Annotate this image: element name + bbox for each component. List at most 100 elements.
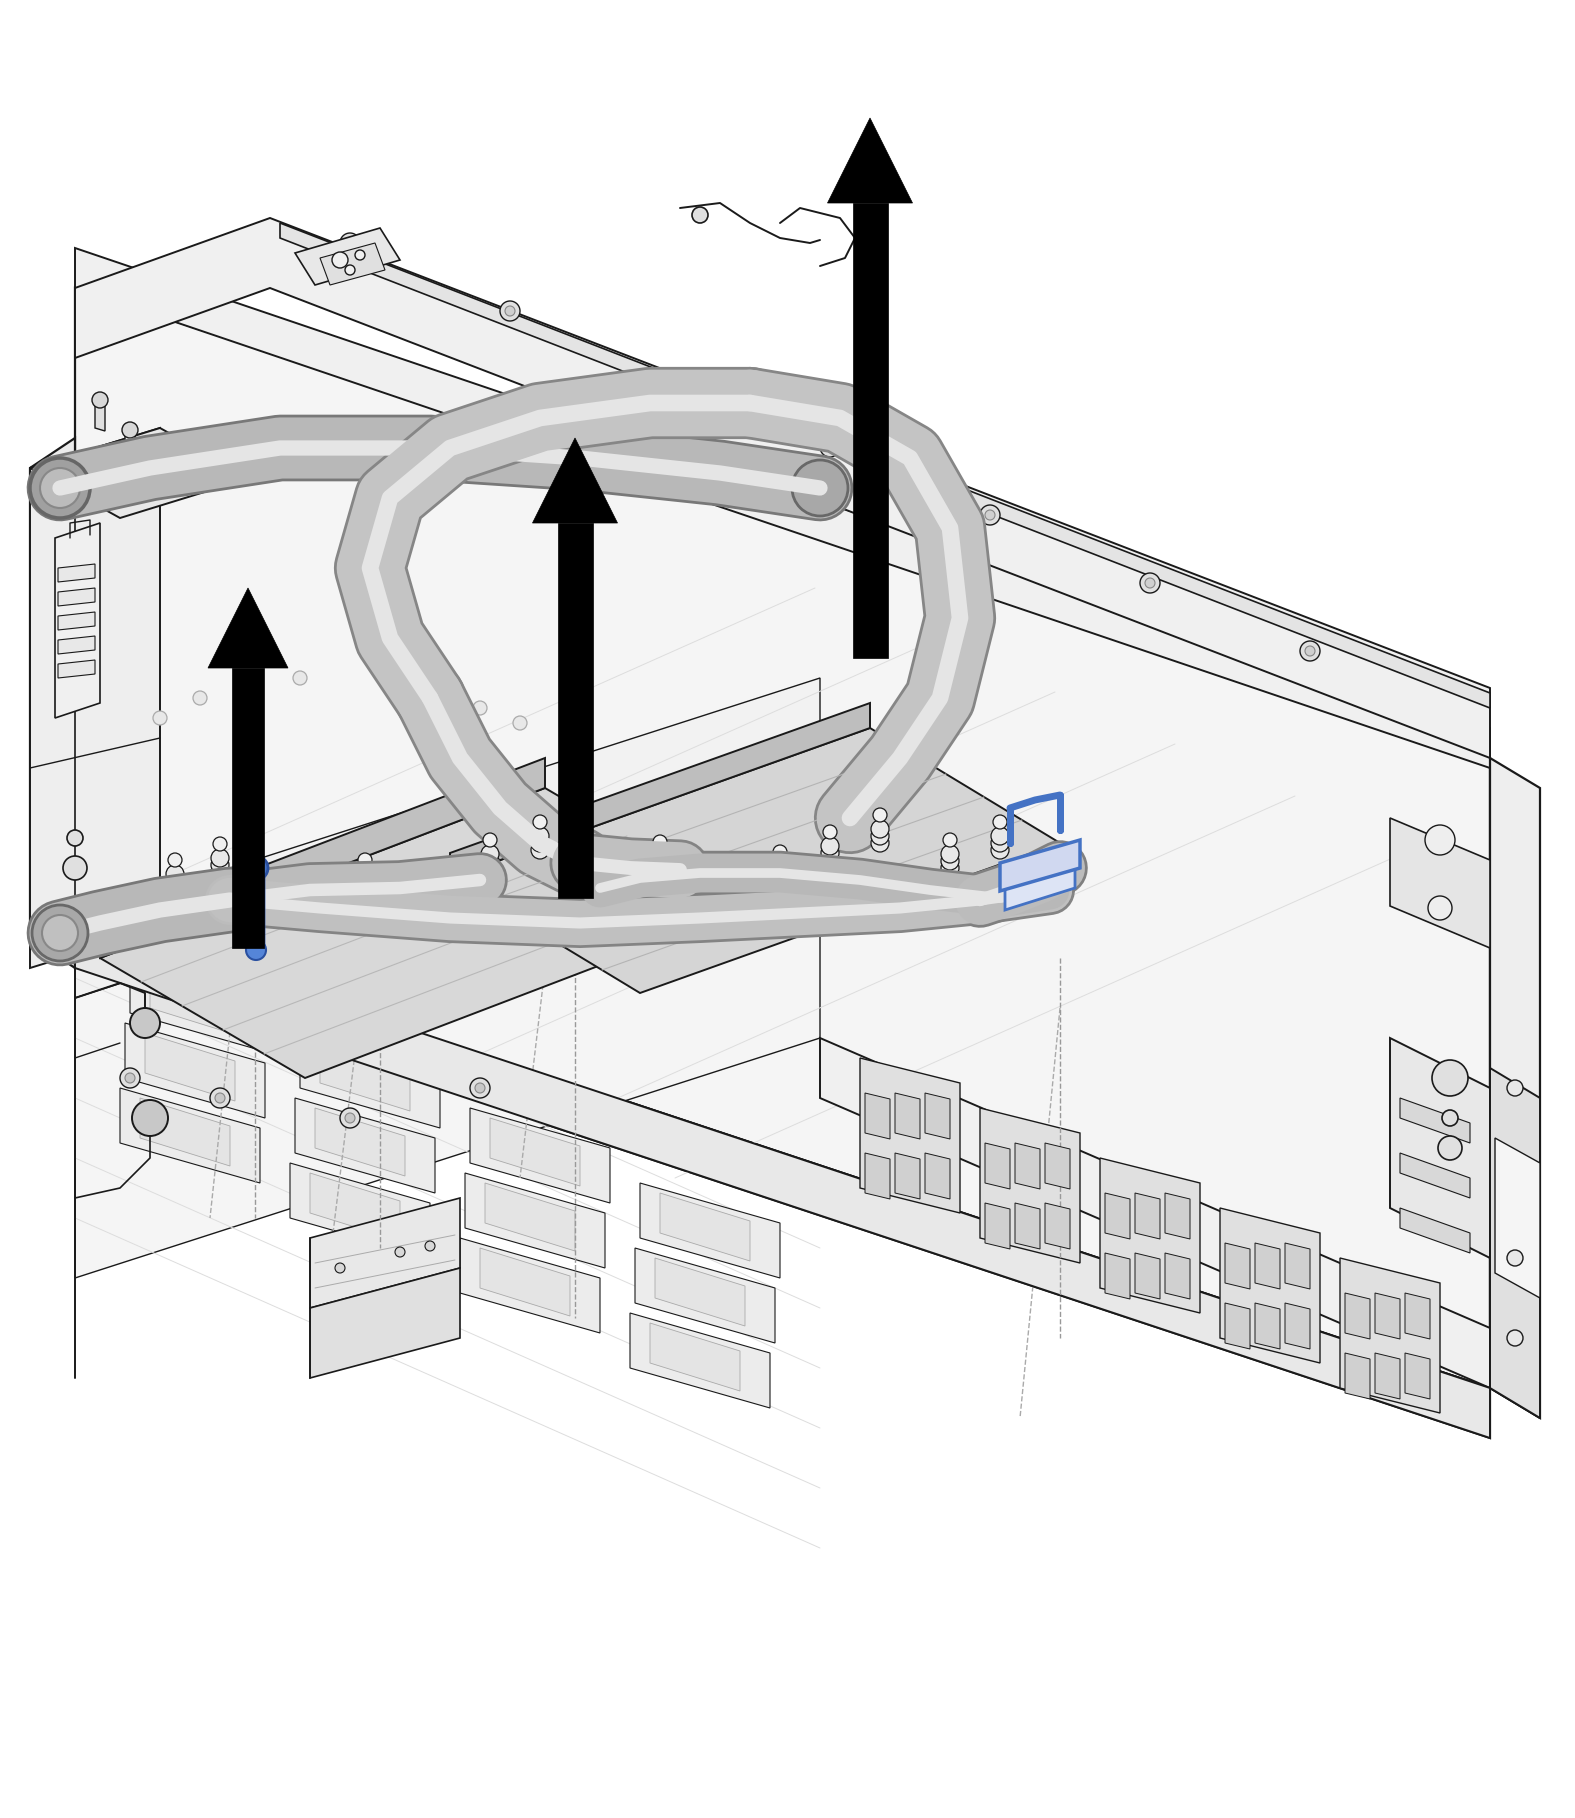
Circle shape bbox=[531, 834, 550, 853]
Circle shape bbox=[39, 467, 80, 507]
Circle shape bbox=[425, 1242, 435, 1251]
Polygon shape bbox=[1400, 1153, 1469, 1198]
Circle shape bbox=[310, 891, 329, 907]
Circle shape bbox=[480, 853, 499, 871]
Circle shape bbox=[871, 820, 888, 838]
Polygon shape bbox=[310, 1173, 400, 1242]
Circle shape bbox=[824, 825, 836, 838]
Circle shape bbox=[606, 873, 624, 891]
Circle shape bbox=[991, 827, 1010, 845]
Circle shape bbox=[306, 993, 315, 1004]
Polygon shape bbox=[485, 1184, 575, 1251]
Circle shape bbox=[821, 844, 839, 862]
Circle shape bbox=[195, 973, 205, 984]
Polygon shape bbox=[58, 564, 94, 582]
Polygon shape bbox=[76, 918, 1490, 1438]
Circle shape bbox=[1299, 642, 1320, 662]
Polygon shape bbox=[76, 678, 821, 998]
Polygon shape bbox=[55, 524, 99, 718]
Polygon shape bbox=[76, 918, 1490, 1438]
Polygon shape bbox=[1044, 1204, 1069, 1249]
Polygon shape bbox=[480, 1247, 570, 1316]
Circle shape bbox=[940, 858, 959, 876]
Polygon shape bbox=[30, 427, 250, 518]
Circle shape bbox=[63, 856, 87, 880]
Circle shape bbox=[216, 1093, 225, 1104]
Circle shape bbox=[991, 842, 1010, 858]
Circle shape bbox=[772, 871, 789, 889]
Polygon shape bbox=[76, 758, 821, 1278]
Circle shape bbox=[1306, 645, 1315, 656]
Circle shape bbox=[532, 814, 547, 829]
Circle shape bbox=[310, 896, 329, 914]
Circle shape bbox=[721, 889, 739, 907]
Polygon shape bbox=[124, 1024, 265, 1118]
Circle shape bbox=[356, 873, 373, 891]
Polygon shape bbox=[865, 1153, 890, 1200]
Circle shape bbox=[513, 716, 528, 731]
Circle shape bbox=[165, 878, 184, 896]
Circle shape bbox=[792, 460, 847, 516]
Polygon shape bbox=[295, 227, 400, 285]
Polygon shape bbox=[655, 1258, 745, 1325]
Circle shape bbox=[356, 878, 373, 896]
Polygon shape bbox=[1391, 1038, 1490, 1258]
Polygon shape bbox=[1106, 1193, 1129, 1240]
Polygon shape bbox=[76, 287, 1490, 1387]
Circle shape bbox=[1145, 578, 1154, 587]
Circle shape bbox=[871, 827, 888, 845]
Polygon shape bbox=[1044, 1144, 1069, 1189]
Polygon shape bbox=[320, 1044, 410, 1111]
Circle shape bbox=[506, 305, 515, 316]
Circle shape bbox=[120, 938, 140, 958]
Circle shape bbox=[650, 854, 669, 873]
Polygon shape bbox=[1285, 1304, 1310, 1349]
Circle shape bbox=[1429, 896, 1452, 920]
Circle shape bbox=[43, 914, 79, 951]
Polygon shape bbox=[635, 1247, 775, 1344]
Polygon shape bbox=[1345, 1293, 1370, 1340]
Circle shape bbox=[825, 442, 835, 453]
Polygon shape bbox=[299, 1033, 439, 1127]
Polygon shape bbox=[895, 1153, 920, 1200]
Polygon shape bbox=[1014, 1144, 1040, 1189]
Circle shape bbox=[209, 1087, 230, 1107]
Circle shape bbox=[940, 853, 959, 871]
Polygon shape bbox=[30, 438, 76, 967]
Polygon shape bbox=[1005, 845, 1076, 911]
Polygon shape bbox=[1405, 1293, 1430, 1340]
Polygon shape bbox=[315, 1107, 405, 1176]
Circle shape bbox=[1507, 1331, 1523, 1345]
Polygon shape bbox=[925, 1093, 950, 1140]
Polygon shape bbox=[140, 1098, 230, 1165]
Polygon shape bbox=[1225, 1244, 1251, 1289]
Polygon shape bbox=[1166, 1193, 1191, 1240]
Polygon shape bbox=[1099, 1158, 1200, 1313]
Polygon shape bbox=[984, 1204, 1010, 1249]
Polygon shape bbox=[247, 867, 265, 947]
Polygon shape bbox=[30, 427, 161, 967]
Circle shape bbox=[211, 864, 228, 882]
Circle shape bbox=[821, 436, 839, 456]
Circle shape bbox=[540, 938, 561, 958]
Circle shape bbox=[992, 814, 1006, 829]
Circle shape bbox=[293, 671, 307, 685]
Polygon shape bbox=[865, 1093, 890, 1140]
Polygon shape bbox=[1490, 758, 1540, 1418]
Circle shape bbox=[772, 864, 789, 882]
Polygon shape bbox=[1405, 1353, 1430, 1400]
Circle shape bbox=[821, 851, 839, 869]
Circle shape bbox=[721, 882, 739, 900]
Circle shape bbox=[480, 858, 499, 876]
Polygon shape bbox=[465, 1173, 605, 1267]
Polygon shape bbox=[1136, 1193, 1161, 1240]
Circle shape bbox=[873, 807, 887, 822]
Circle shape bbox=[691, 207, 709, 224]
Circle shape bbox=[121, 422, 139, 438]
Circle shape bbox=[871, 834, 888, 853]
Circle shape bbox=[313, 871, 328, 885]
Polygon shape bbox=[1495, 1138, 1540, 1298]
Polygon shape bbox=[650, 1324, 740, 1391]
Circle shape bbox=[654, 834, 666, 849]
Polygon shape bbox=[99, 758, 545, 958]
